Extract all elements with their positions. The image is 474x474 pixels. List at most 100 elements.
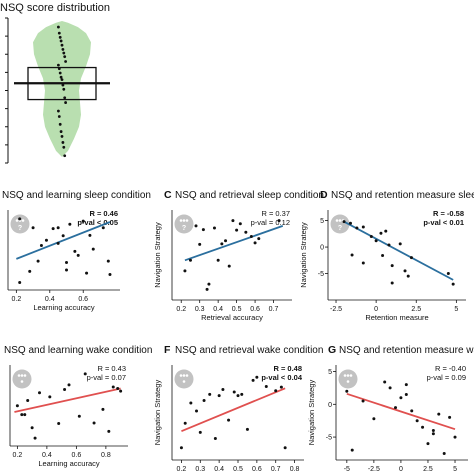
badge-mark: ? — [18, 225, 22, 232]
violin-point — [57, 67, 61, 71]
scatter-point — [274, 389, 278, 393]
scatter-point — [56, 226, 60, 230]
regression-line — [184, 225, 284, 262]
sun-dots-icon — [12, 369, 32, 389]
y-tick-label: 5 — [320, 218, 324, 225]
scatter-point — [198, 242, 202, 246]
y-tick-label: 0 — [328, 402, 332, 409]
scatter-point — [73, 249, 77, 253]
scatter-point — [348, 221, 352, 225]
moon-dots-icon — [330, 214, 350, 234]
scatter-point — [361, 225, 365, 229]
violin-point — [57, 115, 61, 118]
sun-dots-icon — [174, 369, 194, 389]
scatter-point — [244, 230, 248, 234]
scatter-point — [108, 272, 112, 276]
x-tick-label: 0.2 — [11, 296, 21, 303]
x-tick-label: 0.4 — [42, 452, 52, 459]
panel-title: NSQ and retrieval sleep condition — [175, 190, 324, 201]
badge-dot — [179, 374, 183, 377]
scatter-point — [404, 392, 408, 396]
sun-dots-icon — [338, 369, 358, 389]
scatter-point — [361, 261, 365, 265]
stats-r: R = 0.46 — [89, 209, 118, 218]
x-tick-label: 0 — [399, 466, 403, 473]
violin-point — [60, 78, 64, 82]
scatter-point — [404, 383, 408, 387]
x-axis-label: Retention measure — [365, 313, 428, 322]
violin-point — [57, 25, 60, 29]
scatter-point — [227, 418, 231, 422]
badge-dot — [349, 374, 353, 377]
violin-point — [57, 31, 61, 35]
violin-point — [61, 83, 65, 87]
panel-letter: C — [164, 189, 172, 201]
stats-p: p-val = 0.09 — [427, 373, 466, 382]
x-tick-label: 0.6 — [252, 466, 262, 473]
violin-point — [58, 122, 62, 126]
scatter-point — [448, 415, 452, 419]
violin-point — [61, 48, 65, 51]
scatter-point — [101, 407, 105, 411]
scatter-point — [361, 399, 365, 403]
scatter-point — [277, 219, 281, 223]
scatter-point — [61, 234, 65, 238]
x-tick-label: 5 — [453, 466, 457, 473]
scatter-point — [426, 442, 430, 446]
scatter-point — [406, 274, 410, 278]
x-tick-label: 0.2 — [177, 466, 187, 473]
scatter-point — [57, 422, 61, 426]
scatter-point — [245, 427, 249, 431]
violin-point — [58, 71, 62, 75]
y-axis-label: Navigation Strategy — [299, 222, 308, 288]
badge-dot — [182, 219, 186, 222]
scatter-point — [179, 446, 183, 450]
violin-panel: NSQ score distribution — [0, 2, 110, 164]
x-tick-label: 0.6 — [250, 306, 260, 313]
x-tick-label: 0.8 — [290, 466, 300, 473]
panel-letter: G — [328, 344, 336, 356]
scatter-point — [119, 389, 123, 393]
violin-title: NSQ score distribution — [0, 2, 110, 14]
scatter-point — [198, 430, 202, 434]
scatter-point — [183, 421, 187, 425]
scatter-point — [403, 269, 407, 273]
scatter-point — [207, 282, 211, 286]
panel-letter: F — [164, 344, 171, 356]
x-tick-label: 2.5 — [411, 306, 421, 313]
stats-p: p-val < 0.01 — [423, 218, 464, 227]
scatter-point — [442, 451, 446, 455]
regression-line — [14, 387, 121, 413]
stats-r: R = -0.40 — [435, 364, 466, 373]
scatter-point — [255, 375, 259, 379]
badge-dot — [185, 219, 189, 222]
scatter-point — [224, 239, 228, 243]
y-tick-label: 5 — [328, 369, 332, 376]
y-axis-label: Navigation Strategy — [153, 222, 162, 288]
scatter-point — [350, 448, 354, 452]
scatter-point — [48, 395, 52, 399]
x-tick-label: 0.4 — [45, 296, 55, 303]
scatter-point — [208, 392, 212, 396]
scatter-point — [195, 409, 199, 413]
scatter-point — [15, 404, 19, 408]
scatter-point — [107, 429, 111, 433]
scatter-point — [220, 242, 224, 246]
scatter-point — [212, 226, 216, 230]
scatter-point — [446, 272, 450, 276]
scatter-point — [383, 380, 387, 384]
scatter-point — [388, 386, 392, 390]
scatter-point — [202, 399, 206, 403]
regression-line — [346, 392, 456, 431]
regression-line — [181, 387, 286, 433]
panel-title: NSQ and learning wake condition — [4, 345, 152, 356]
scatter-point — [116, 387, 120, 391]
scatter-point — [91, 247, 95, 251]
scatter-point — [213, 437, 217, 441]
stats-p: p-val = 0.07 — [87, 373, 126, 382]
badge-dot — [182, 374, 186, 377]
scatter-point — [399, 396, 403, 400]
x-tick-label: 0 — [374, 306, 378, 313]
x-axis-label: Retrieval accuracy — [201, 313, 263, 322]
